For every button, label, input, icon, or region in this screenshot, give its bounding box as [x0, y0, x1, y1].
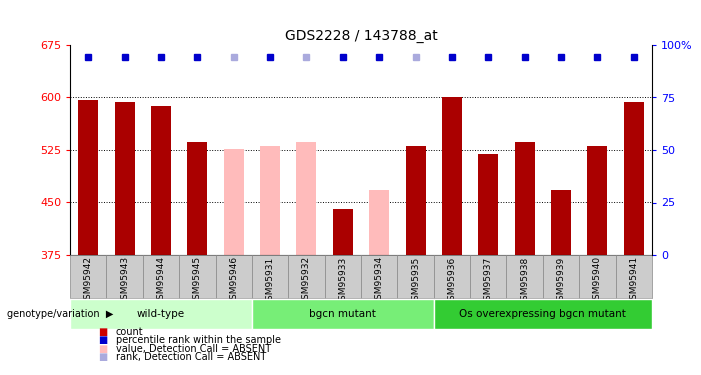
Bar — [587, 147, 607, 255]
Text: wild-type: wild-type — [137, 309, 185, 319]
Text: GSM95944: GSM95944 — [156, 256, 165, 305]
Text: GSM95946: GSM95946 — [229, 256, 238, 305]
Text: bgcn mutant: bgcn mutant — [309, 309, 376, 319]
FancyBboxPatch shape — [615, 255, 652, 298]
Bar — [260, 147, 280, 255]
Title: GDS2228 / 143788_at: GDS2228 / 143788_at — [285, 28, 437, 43]
Text: GSM95932: GSM95932 — [302, 256, 311, 305]
Bar — [406, 146, 426, 255]
Bar — [115, 102, 135, 255]
Text: GSM95936: GSM95936 — [447, 256, 456, 306]
Text: GSM95933: GSM95933 — [339, 256, 347, 306]
FancyBboxPatch shape — [216, 255, 252, 298]
FancyBboxPatch shape — [70, 255, 107, 298]
FancyBboxPatch shape — [252, 299, 434, 329]
Bar — [79, 100, 98, 255]
Bar — [442, 97, 462, 255]
Bar — [151, 106, 171, 255]
Text: GSM95945: GSM95945 — [193, 256, 202, 305]
FancyBboxPatch shape — [506, 255, 543, 298]
Text: ■: ■ — [98, 327, 107, 337]
Text: GSM95943: GSM95943 — [120, 256, 129, 305]
Text: GSM95939: GSM95939 — [557, 256, 566, 306]
FancyBboxPatch shape — [325, 255, 361, 298]
FancyBboxPatch shape — [470, 255, 506, 298]
Text: percentile rank within the sample: percentile rank within the sample — [116, 335, 280, 345]
FancyBboxPatch shape — [179, 255, 216, 298]
Bar — [224, 148, 244, 255]
Text: GSM95937: GSM95937 — [484, 256, 493, 306]
FancyBboxPatch shape — [397, 255, 434, 298]
Text: genotype/variation  ▶: genotype/variation ▶ — [7, 309, 114, 319]
FancyBboxPatch shape — [579, 255, 615, 298]
FancyBboxPatch shape — [288, 255, 325, 298]
FancyBboxPatch shape — [143, 255, 179, 298]
Text: ■: ■ — [98, 335, 107, 345]
FancyBboxPatch shape — [434, 255, 470, 298]
Bar — [515, 142, 535, 255]
Text: count: count — [116, 327, 143, 337]
Text: GSM95942: GSM95942 — [84, 256, 93, 305]
Bar — [624, 102, 644, 255]
FancyBboxPatch shape — [361, 255, 397, 298]
FancyBboxPatch shape — [70, 299, 252, 329]
Text: ■: ■ — [98, 352, 107, 362]
FancyBboxPatch shape — [252, 255, 288, 298]
Text: value, Detection Call = ABSENT: value, Detection Call = ABSENT — [116, 344, 271, 354]
Text: GSM95938: GSM95938 — [520, 256, 529, 306]
FancyBboxPatch shape — [434, 299, 652, 329]
Text: rank, Detection Call = ABSENT: rank, Detection Call = ABSENT — [116, 352, 266, 362]
Text: GSM95941: GSM95941 — [629, 256, 638, 305]
Text: ■: ■ — [98, 344, 107, 354]
Text: Os overexpressing bgcn mutant: Os overexpressing bgcn mutant — [459, 309, 626, 319]
Bar — [369, 190, 389, 255]
FancyBboxPatch shape — [107, 255, 143, 298]
FancyBboxPatch shape — [543, 255, 579, 298]
Bar — [187, 142, 207, 255]
Text: GSM95935: GSM95935 — [411, 256, 420, 306]
Bar — [478, 154, 498, 255]
Bar — [333, 210, 353, 255]
Bar — [551, 190, 571, 255]
Bar — [297, 142, 316, 255]
Text: GSM95940: GSM95940 — [593, 256, 602, 305]
Text: GSM95934: GSM95934 — [375, 256, 383, 305]
Text: GSM95931: GSM95931 — [266, 256, 275, 306]
